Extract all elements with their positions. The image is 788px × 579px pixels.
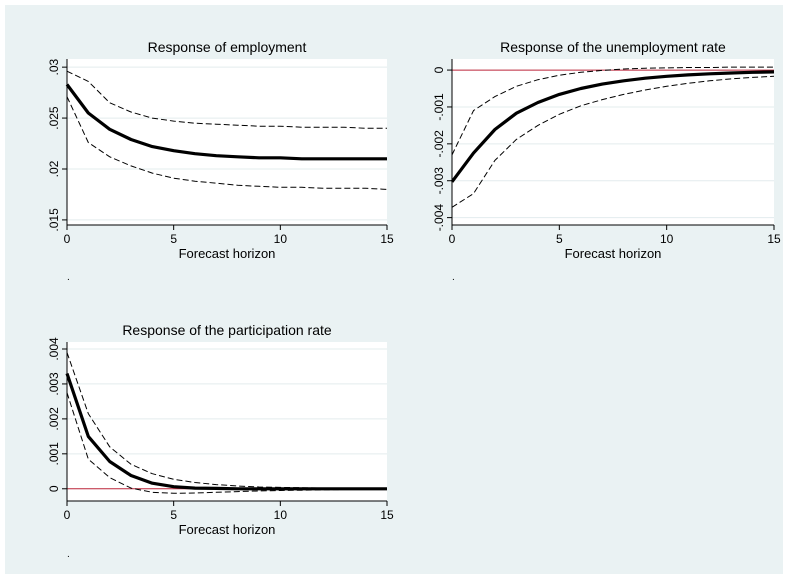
chart-title: Response of employment: [148, 39, 307, 55]
y-tick-label: .002: [47, 407, 61, 431]
series-line-upper: [451, 66, 774, 156]
x-tick-label: 10: [274, 232, 288, 246]
series-line-lower: [451, 75, 775, 208]
y-tick-label: .02: [47, 160, 61, 177]
y-tick-label: -.004: [432, 204, 446, 232]
y-tick-label: -.003: [432, 167, 446, 195]
x-tick-label: 5: [170, 508, 177, 522]
chart-title: Response of the participation rate: [122, 322, 332, 338]
x-tick-label: 5: [556, 232, 563, 246]
y-tick-label: .03: [47, 58, 61, 75]
y-tick-label: .001: [47, 442, 61, 466]
series-line-estimate: [65, 83, 387, 161]
plot-area: [452, 59, 774, 225]
y-tick-label: .004: [47, 337, 61, 361]
series-line-upper: [66, 70, 387, 129]
x-tick-label: 15: [380, 508, 394, 522]
chart-panel-1: .015 .02 .025 .03 0 5 10 15 Response of employme…: [47, 39, 394, 283]
x-tick-label: 0: [449, 232, 456, 246]
chart-note: .: [452, 272, 455, 283]
y-tick-label: 0: [432, 66, 446, 73]
y-tick-label: -.001: [432, 93, 446, 121]
x-tick-label: 15: [380, 232, 394, 246]
chart-note: .: [67, 272, 70, 283]
plot-area: [67, 342, 387, 501]
y-tick-label: .015: [47, 208, 61, 232]
y-tick-label: -.002: [432, 130, 446, 158]
series-line-estimate: [450, 70, 775, 183]
x-tick-label: 0: [64, 508, 71, 522]
x-tick-label: 10: [660, 232, 674, 246]
chart-panel-3: 0 .001 .002 .003 .004 0 5 10 15 Response of the p…: [47, 322, 394, 560]
chart-title: Response of the unemployment rate: [500, 39, 726, 55]
x-tick-label: 0: [64, 232, 71, 246]
chart-panel-2: -.004 -.003 -.002 -.001 0 0 5 10 15 Response of t…: [432, 39, 781, 283]
y-tick-label: .025: [47, 106, 61, 130]
x-tick-label: 15: [767, 232, 781, 246]
y-tick-label: .003: [47, 372, 61, 396]
x-tick-label: 10: [274, 508, 288, 522]
series-line-lower: [66, 392, 388, 494]
x-axis-label: Forecast horizon: [179, 522, 276, 537]
series-line-estimate: [65, 372, 387, 491]
x-tick-label: 5: [170, 232, 177, 246]
x-axis-label: Forecast horizon: [565, 246, 662, 261]
series-line-upper: [66, 352, 387, 489]
chart-note: .: [67, 549, 70, 560]
figure: .015.02.025.03 0 5 10 15 Response of employme…: [5, 5, 783, 574]
plot-area: [67, 59, 387, 225]
x-axis-label: Forecast horizon: [179, 246, 276, 261]
y-tick-label: 0: [47, 485, 61, 492]
